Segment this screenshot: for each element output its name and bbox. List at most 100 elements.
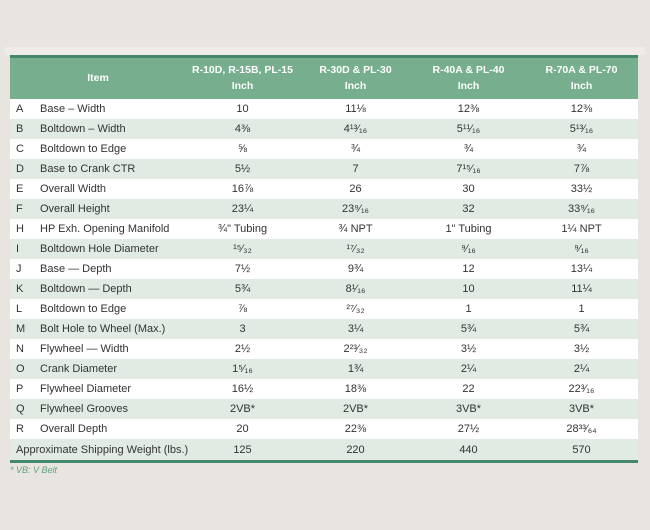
row-value: 1¾ bbox=[347, 363, 364, 375]
row-value: 22³⁄₁₆ bbox=[568, 383, 595, 395]
row-value: 11⅛ bbox=[345, 103, 366, 115]
row-item-label: Boltdown to Edge bbox=[40, 143, 127, 155]
row-letter: F bbox=[16, 203, 23, 215]
row-value: 33⁹⁄₁₆ bbox=[568, 203, 595, 215]
row-value: ¹⁷⁄₃₂ bbox=[346, 243, 365, 255]
row-value: 30 bbox=[462, 183, 475, 195]
row-value: 3 bbox=[239, 323, 246, 335]
row-value: 7¹⁵⁄₁₆ bbox=[456, 163, 481, 175]
column-header-model-name: R-10D, R-15B, PL-15 bbox=[192, 64, 293, 77]
row-value: 13¼ bbox=[570, 263, 593, 275]
row-value: 18⅜ bbox=[344, 383, 367, 395]
row-letter: N bbox=[16, 343, 24, 355]
table-row: L Boltdown to Edge ⅞ ²⁷⁄₃₂ 1 1 bbox=[10, 299, 638, 319]
footnote: * VB: V Belt bbox=[10, 465, 58, 475]
column-header-model-name: R-70A & PL-70 bbox=[545, 64, 618, 77]
row-item-label: Flywheel — Width bbox=[40, 343, 129, 355]
row-item-label: Overall Width bbox=[40, 183, 107, 195]
row-item-label: Flywheel Grooves bbox=[40, 403, 129, 415]
summary-value: 125 bbox=[233, 443, 252, 456]
row-item-label: Boltdown Hole Diameter bbox=[40, 243, 159, 255]
row-value: ¾ NPT bbox=[338, 223, 373, 235]
row-value: 5¹¹⁄₁₆ bbox=[456, 123, 481, 135]
row-value: 10 bbox=[462, 283, 475, 295]
row-letter: E bbox=[16, 183, 24, 195]
column-header-unit: Inch bbox=[344, 79, 367, 92]
table-row: F Overall Height 23¼ 23⁹⁄₁₆ 32 33⁹⁄₁₆ bbox=[10, 199, 638, 219]
row-value: 23¼ bbox=[231, 203, 254, 215]
row-value: 22⅜ bbox=[344, 423, 367, 435]
column-header-model-4: R-70A & PL-70 Inch bbox=[525, 63, 638, 93]
row-item-label: Boltdown – Width bbox=[40, 123, 126, 135]
row-value: 11¼ bbox=[571, 283, 592, 295]
row-item-label: Bolt Hole to Wheel (Max.) bbox=[40, 323, 166, 335]
row-value: 1⁵⁄₁₆ bbox=[232, 363, 253, 375]
table-row: O Crank Diameter 1⁵⁄₁₆ 1¾ 2¼ 2¼ bbox=[10, 359, 638, 379]
table-row: P Flywheel Diameter 16½ 18⅜ 22 22³⁄₁₆ bbox=[10, 379, 638, 399]
row-value: 3VB* bbox=[568, 403, 595, 415]
row-value: 1" Tubing bbox=[445, 223, 492, 235]
row-value: 12⅜ bbox=[570, 103, 593, 115]
column-header-model-name: R-40A & PL-40 bbox=[432, 64, 505, 77]
spec-table: Item R-10D, R-15B, PL-15 Inch R-30D & PL… bbox=[10, 55, 638, 463]
table-row: H HP Exh. Opening Manifold ¾" Tubing ¾ NPT 1… bbox=[10, 219, 638, 239]
table-top-highlight bbox=[5, 47, 645, 55]
row-value: 3½ bbox=[460, 343, 477, 355]
row-value: 3VB* bbox=[455, 403, 482, 415]
row-value: 20 bbox=[236, 423, 249, 435]
table-row: K Boltdown — Depth 5¾ 8¹⁄₁₆ 10 11¼ bbox=[10, 279, 638, 299]
row-value: 23⁹⁄₁₆ bbox=[342, 203, 369, 215]
row-value: 1 bbox=[578, 303, 585, 315]
row-item-label: Base — Depth bbox=[40, 263, 112, 275]
row-letter: C bbox=[16, 143, 24, 155]
row-item-label: Boltdown — Depth bbox=[40, 283, 132, 295]
row-value: 26 bbox=[349, 183, 362, 195]
summary-label: Approximate Shipping Weight (lbs.) bbox=[16, 443, 189, 456]
row-value: 5¾ bbox=[460, 323, 477, 335]
row-value: 2VB* bbox=[229, 403, 256, 415]
row-value: 22 bbox=[462, 383, 475, 395]
row-value: 28³³⁄₆₄ bbox=[566, 423, 597, 435]
row-value: 7½ bbox=[234, 263, 251, 275]
table-row: Q Flywheel Grooves 2VB* 2VB* 3VB* 3VB* bbox=[10, 399, 638, 419]
summary-value: 570 bbox=[572, 443, 591, 456]
column-header-model-2: R-30D & PL-30 Inch bbox=[299, 63, 412, 93]
column-header-item: Item bbox=[87, 71, 109, 84]
row-value: 2¼ bbox=[460, 363, 477, 375]
row-letter: L bbox=[16, 303, 23, 315]
row-letter: I bbox=[16, 243, 20, 255]
row-value: 16⅞ bbox=[231, 183, 254, 195]
row-value: 1 bbox=[465, 303, 472, 315]
column-header-unit: Inch bbox=[231, 79, 254, 92]
table-row: A Base – Width 10 11⅛ 12⅜ 12⅜ bbox=[10, 99, 638, 119]
row-value: 2½ bbox=[234, 343, 251, 355]
table-row: E Overall Width 16⅞ 26 30 33½ bbox=[10, 179, 638, 199]
table-body: A Base – Width 10 11⅛ 12⅜ 12⅜ B Boltdown – Widt… bbox=[10, 99, 638, 439]
row-letter: K bbox=[16, 283, 24, 295]
row-value: 5¾ bbox=[573, 323, 590, 335]
row-letter: B bbox=[16, 123, 24, 135]
row-letter: D bbox=[16, 163, 24, 175]
table-row: J Base — Depth 7½ 9¾ 12 13¼ bbox=[10, 259, 638, 279]
column-header-model-3: R-40A & PL-40 Inch bbox=[412, 63, 525, 93]
row-item-label: Base to Crank CTR bbox=[40, 163, 136, 175]
row-value: ⁹⁄₁₆ bbox=[574, 243, 589, 255]
row-value: ⁹⁄₁₆ bbox=[461, 243, 476, 255]
row-value: ¾ bbox=[576, 143, 587, 155]
row-value: ⅝ bbox=[237, 143, 248, 155]
row-value: ⅞ bbox=[237, 303, 248, 315]
row-letter: M bbox=[16, 323, 26, 335]
row-value: 7 bbox=[352, 163, 359, 175]
row-value: 5½ bbox=[234, 163, 251, 175]
row-item-label: HP Exh. Opening Manifold bbox=[40, 223, 170, 235]
row-value: 2VB* bbox=[342, 403, 369, 415]
row-item-label: Flywheel Diameter bbox=[40, 383, 132, 395]
table-row: M Bolt Hole to Wheel (Max.) 3 3¼ 5¾ 5¾ bbox=[10, 319, 638, 339]
row-item-label: Overall Depth bbox=[40, 423, 108, 435]
row-value: 12⅜ bbox=[457, 103, 480, 115]
row-value: 3¼ bbox=[347, 323, 364, 335]
summary-value: 440 bbox=[459, 443, 478, 456]
row-value: 12 bbox=[462, 263, 475, 275]
table-row: D Base to Crank CTR 5½ 7 7¹⁵⁄₁₆ 7⅞ bbox=[10, 159, 638, 179]
